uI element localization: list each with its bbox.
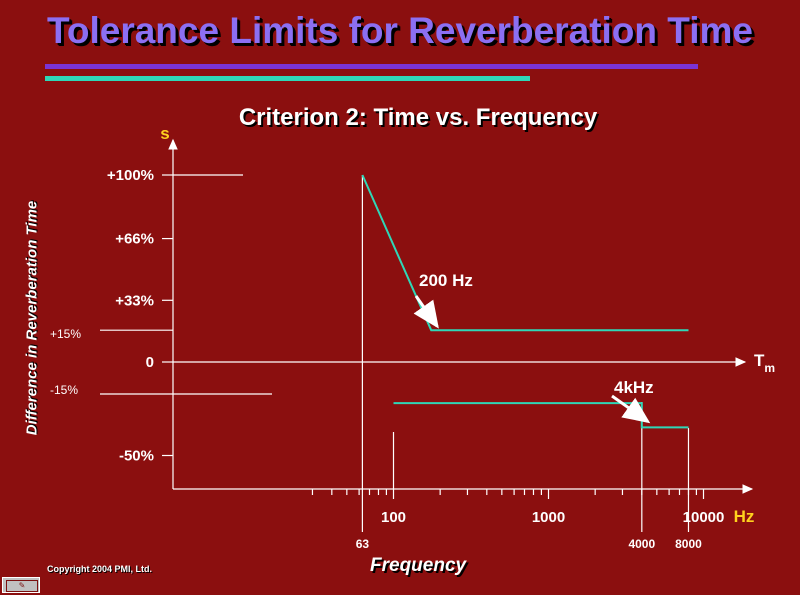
annotation-200hz: 200 Hz xyxy=(419,271,473,290)
copyright-text: Copyright 2004 PMI, Ltd. xyxy=(47,564,153,574)
series-upper-line xyxy=(361,174,689,332)
x-unit-label: Hz xyxy=(734,507,755,526)
annotation-4khz: 4kHz xyxy=(614,378,654,397)
x-marker-label: 4000 xyxy=(628,537,655,551)
y-axis-title: Difference in Reverberation Time xyxy=(23,200,41,436)
annotation-arrow-200hz xyxy=(413,295,439,329)
title-underline-teal xyxy=(45,76,530,81)
y-tick-label: -15% xyxy=(50,383,78,397)
y-tick-label: +100% xyxy=(107,167,154,184)
title-underline-purple xyxy=(45,64,698,69)
y-tick-label: +15% xyxy=(50,327,81,341)
y-unit-label: s xyxy=(160,124,169,143)
x-marker-label: 8000 xyxy=(675,537,702,551)
y-tick-label: 0 xyxy=(146,354,154,371)
x-axis-title: Frequency xyxy=(370,555,467,576)
y-tick-label: -50% xyxy=(119,448,154,465)
zero-line-label-sub: m xyxy=(764,361,775,375)
x-tick-label: 100 xyxy=(381,509,406,526)
x-tick-label: 1000 xyxy=(532,509,565,526)
x-tick-label: 10000 xyxy=(683,509,725,526)
slideshow-nav-button[interactable]: ✎ xyxy=(2,577,40,593)
annotation-arrow-4khz xyxy=(611,394,651,424)
chart-title: Criterion 2: Time vs. Frequency xyxy=(238,104,598,131)
slide-title: Tolerance Limits for Reverberation Time xyxy=(47,10,753,51)
pen-icon: ✎ xyxy=(6,580,38,592)
y-tick-label: +33% xyxy=(115,292,154,309)
series-lower-line xyxy=(393,402,689,429)
y-tick-label: +66% xyxy=(115,231,154,248)
x-marker-label: 63 xyxy=(356,537,370,551)
zero-line-label: Tm xyxy=(754,351,775,375)
